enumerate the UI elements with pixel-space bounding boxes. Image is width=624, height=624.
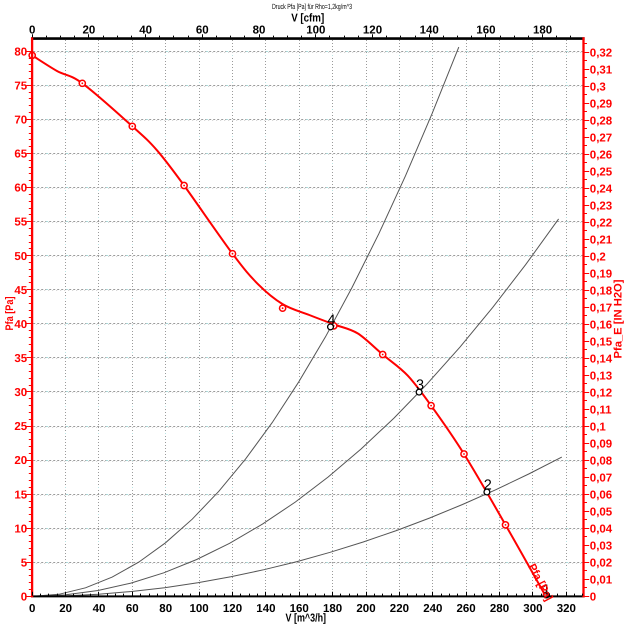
svg-text:2: 2 [484, 478, 492, 494]
svg-text:0,3: 0,3 [590, 82, 606, 94]
svg-text:25: 25 [14, 421, 27, 433]
svg-text:240: 240 [423, 603, 442, 615]
svg-text:280: 280 [490, 603, 509, 615]
svg-text:0: 0 [29, 25, 35, 37]
svg-text:60: 60 [196, 25, 209, 37]
svg-text:40: 40 [93, 603, 106, 615]
svg-text:0,08: 0,08 [590, 456, 613, 468]
svg-text:0,11: 0,11 [590, 405, 612, 417]
svg-text:0,27: 0,27 [590, 133, 612, 145]
svg-text:40: 40 [14, 319, 27, 331]
svg-text:0,16: 0,16 [590, 320, 612, 332]
svg-text:V [m^3/h]: V [m^3/h] [286, 613, 327, 624]
svg-text:160: 160 [290, 603, 309, 615]
svg-text:0,1: 0,1 [590, 422, 607, 434]
svg-text:5: 5 [21, 557, 28, 569]
svg-text:180: 180 [533, 25, 552, 37]
svg-text:140: 140 [420, 25, 439, 37]
svg-text:0,21: 0,21 [590, 235, 613, 247]
svg-text:120: 120 [363, 25, 382, 37]
svg-text:50: 50 [14, 251, 27, 263]
svg-text:0,12: 0,12 [590, 388, 612, 400]
svg-text:60: 60 [126, 603, 139, 615]
svg-text:0,29: 0,29 [590, 99, 612, 111]
svg-text:70: 70 [14, 115, 27, 127]
svg-text:0,2: 0,2 [590, 252, 606, 264]
svg-text:0,04: 0,04 [590, 524, 613, 536]
svg-text:0,23: 0,23 [590, 201, 612, 213]
svg-text:V [cfm]: V [cfm] [291, 12, 324, 24]
svg-text:0: 0 [590, 592, 596, 604]
svg-text:0,18: 0,18 [590, 286, 613, 298]
svg-text:140: 140 [256, 603, 275, 615]
svg-text:0,25: 0,25 [590, 167, 613, 179]
svg-text:100: 100 [190, 603, 209, 615]
svg-text:80: 80 [159, 603, 172, 615]
svg-text:20: 20 [14, 455, 27, 467]
svg-text:0,13: 0,13 [590, 371, 612, 383]
svg-text:100: 100 [306, 25, 325, 37]
svg-text:0: 0 [21, 592, 27, 604]
svg-text:0,06: 0,06 [590, 490, 612, 502]
svg-text:0,09: 0,09 [590, 439, 612, 451]
svg-text:0,19: 0,19 [590, 269, 612, 281]
svg-text:0: 0 [29, 603, 35, 615]
svg-text:75: 75 [14, 81, 27, 93]
svg-text:220: 220 [390, 603, 409, 615]
svg-text:0,02: 0,02 [590, 558, 612, 570]
svg-text:0,15: 0,15 [590, 337, 613, 349]
svg-text:180: 180 [323, 603, 342, 615]
svg-text:Pfa [Pa]: Pfa [Pa] [4, 296, 16, 330]
svg-text:20: 20 [59, 603, 72, 615]
svg-text:0,07: 0,07 [590, 473, 612, 485]
svg-text:0,31: 0,31 [590, 65, 613, 77]
svg-text:0,26: 0,26 [590, 150, 612, 162]
svg-text:0,14: 0,14 [590, 354, 613, 366]
svg-text:0,24: 0,24 [590, 184, 613, 196]
svg-text:15: 15 [14, 489, 27, 501]
svg-text:30: 30 [14, 387, 27, 399]
svg-text:0,01: 0,01 [590, 575, 613, 587]
svg-text:45: 45 [14, 285, 27, 297]
svg-text:120: 120 [223, 603, 242, 615]
svg-text:55: 55 [14, 217, 27, 229]
svg-text:Druck Pfa [Pa] für Rho=1,2kg/m: Druck Pfa [Pa] für Rho=1,2kg/m^3 [272, 2, 352, 11]
svg-text:80: 80 [14, 46, 27, 58]
svg-text:Pfa_E [IN H2O]: Pfa_E [IN H2O] [613, 279, 624, 358]
svg-text:60: 60 [14, 183, 27, 195]
svg-text:3: 3 [416, 378, 424, 394]
svg-text:260: 260 [457, 603, 476, 615]
svg-text:20: 20 [83, 25, 96, 37]
svg-text:320: 320 [557, 603, 576, 615]
svg-text:40: 40 [139, 25, 152, 37]
svg-text:35: 35 [14, 353, 27, 365]
svg-text:1: 1 [542, 583, 550, 599]
svg-text:4: 4 [327, 313, 335, 329]
svg-text:160: 160 [476, 25, 495, 37]
svg-text:65: 65 [14, 149, 27, 161]
svg-text:80: 80 [253, 25, 266, 37]
svg-text:0,22: 0,22 [590, 218, 612, 230]
svg-text:200: 200 [356, 603, 375, 615]
svg-text:0,03: 0,03 [590, 541, 612, 553]
svg-text:0,32: 0,32 [590, 48, 612, 60]
svg-text:0,05: 0,05 [590, 507, 613, 519]
svg-text:300: 300 [523, 603, 542, 615]
svg-text:0,28: 0,28 [590, 116, 613, 128]
svg-text:10: 10 [14, 523, 27, 535]
svg-text:0,17: 0,17 [590, 303, 612, 315]
